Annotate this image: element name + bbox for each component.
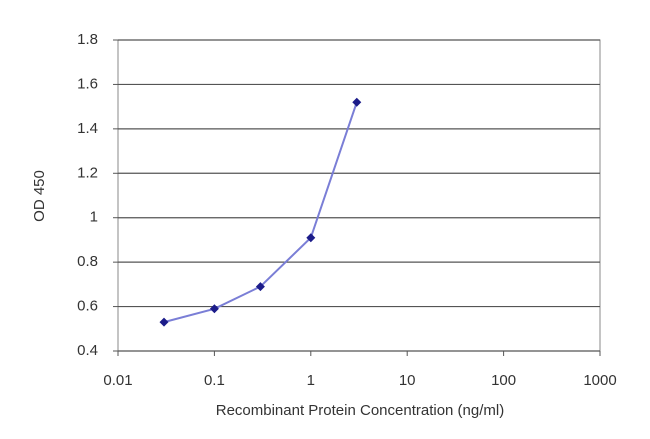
y-tick-label: 1.8 xyxy=(77,31,98,48)
y-tick-label: 0.6 xyxy=(77,298,98,315)
y-tick-label: 1 xyxy=(90,209,98,226)
y-tick-label: 1.4 xyxy=(77,120,98,137)
y-tick-label: 1.2 xyxy=(77,164,98,181)
x-tick-label: 0.01 xyxy=(103,372,132,389)
data-point xyxy=(306,233,316,243)
data-point xyxy=(159,317,169,327)
x-axis-label: Recombinant Protein Concentration (ng/ml… xyxy=(216,402,504,419)
y-tick-label: 1.6 xyxy=(77,75,98,92)
x-tick-label: 1 xyxy=(307,372,315,389)
y-axis-label: OD 450 xyxy=(31,170,48,222)
x-tick-label: 0.1 xyxy=(204,372,225,389)
x-tick-label: 1000 xyxy=(583,372,616,389)
y-tick-label: 0.4 xyxy=(77,342,98,359)
data-point xyxy=(352,97,362,107)
data-point xyxy=(209,304,219,314)
x-tick-label: 100 xyxy=(491,372,516,389)
x-tick-label: 10 xyxy=(399,372,416,389)
y-tick-label: 0.8 xyxy=(77,253,98,270)
plot-area xyxy=(117,39,601,352)
data-point xyxy=(255,282,265,292)
